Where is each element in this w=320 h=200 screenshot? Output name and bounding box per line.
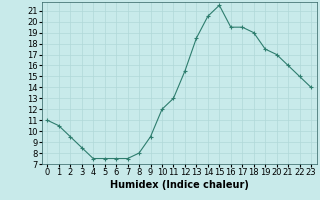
X-axis label: Humidex (Indice chaleur): Humidex (Indice chaleur) [110, 180, 249, 190]
